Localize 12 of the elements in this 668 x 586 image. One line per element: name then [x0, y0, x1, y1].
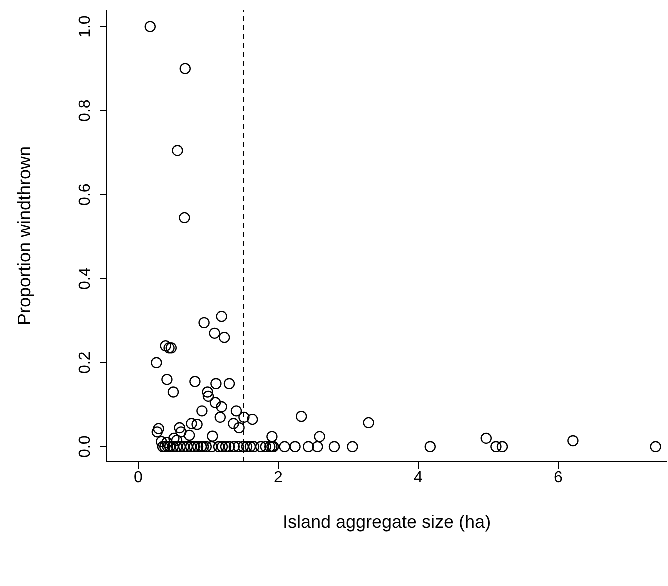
- x-tick-label: 0: [134, 469, 144, 486]
- y-tick-label: 0.6: [77, 184, 94, 206]
- x-tick-label: 4: [414, 469, 424, 486]
- y-tick-label: 0.4: [77, 268, 94, 290]
- y-tick-label: 1.0: [77, 16, 94, 38]
- x-axis-title: Island aggregate size (ha): [282, 512, 492, 532]
- y-tick-label: 0.0: [77, 436, 94, 458]
- y-axis-title: Proportion windthrown: [14, 146, 34, 326]
- y-tick-label: 0.8: [77, 100, 94, 122]
- x-tick-label: 6: [554, 469, 564, 486]
- x-tick-label: 2: [274, 469, 284, 486]
- y-tick-label: 0.2: [77, 352, 94, 374]
